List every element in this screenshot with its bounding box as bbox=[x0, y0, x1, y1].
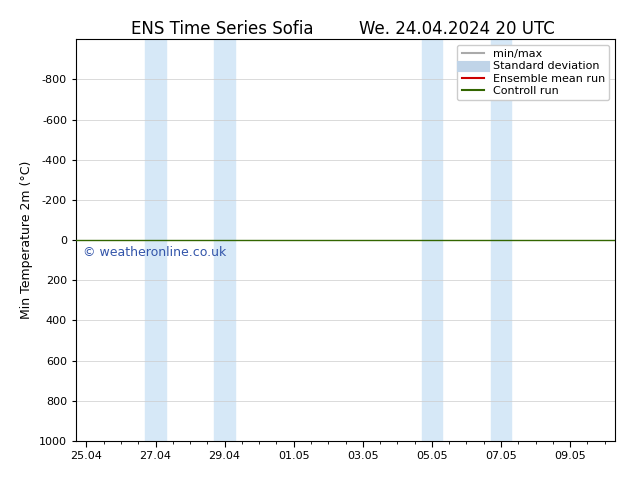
Bar bbox=[214, 39, 235, 441]
Text: We. 24.04.2024 20 UTC: We. 24.04.2024 20 UTC bbox=[359, 20, 554, 38]
Legend: min/max, Standard deviation, Ensemble mean run, Controll run: min/max, Standard deviation, Ensemble me… bbox=[457, 45, 609, 100]
Text: ENS Time Series Sofia: ENS Time Series Sofia bbox=[131, 20, 313, 38]
Y-axis label: Min Temperature 2m (°C): Min Temperature 2m (°C) bbox=[20, 161, 34, 319]
Bar bbox=[145, 39, 166, 441]
Bar bbox=[491, 39, 512, 441]
Bar bbox=[422, 39, 443, 441]
Text: © weatheronline.co.uk: © weatheronline.co.uk bbox=[83, 246, 226, 259]
